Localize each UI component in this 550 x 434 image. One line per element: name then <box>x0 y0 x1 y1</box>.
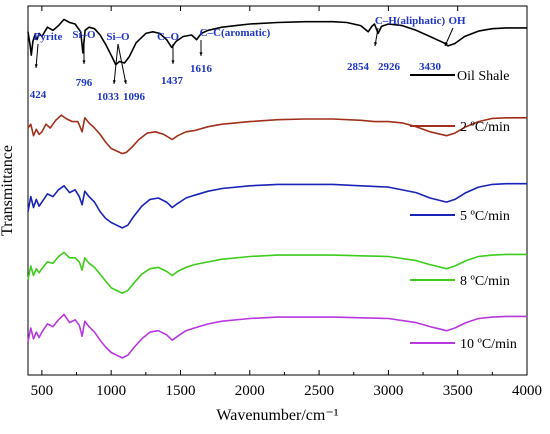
x-tick-label: 1000 <box>96 383 126 399</box>
x-tick-label: 3500 <box>443 383 473 399</box>
annotation-arrowhead <box>171 60 175 64</box>
legend-label: Oil Shale <box>457 69 510 84</box>
series-line <box>27 114 527 155</box>
peak-annotation: 3430 <box>419 61 442 73</box>
peak-annotation: 1616 <box>190 63 213 75</box>
peak-annotation: 796 <box>76 77 93 89</box>
peak-annotation: 424 <box>30 89 47 101</box>
x-axis-label: Wavenumber/cm⁻¹ <box>216 407 338 424</box>
annotation-arrowhead <box>374 42 378 46</box>
x-tick-label: 1500 <box>165 383 195 399</box>
peak-annotation: Pyrite <box>34 31 63 43</box>
annotation-arrow <box>35 43 39 69</box>
peak-annotation: OH <box>448 15 466 27</box>
annotation-arrowhead <box>112 80 116 84</box>
axis-layer: Wavenumber/cm⁻¹ Transmittance 500 1000 150… <box>0 6 542 424</box>
x-tick-label: 4000 <box>512 383 542 399</box>
peak-annotation: Si–O <box>72 29 96 41</box>
series-line <box>27 18 527 66</box>
legend-label: 8 ºC/min <box>460 274 510 289</box>
plot-frame <box>27 5 528 376</box>
series-layer <box>27 18 527 359</box>
annotation-arrowhead <box>445 42 448 46</box>
y-axis-label: Transmittance <box>0 145 16 236</box>
plot-border <box>27 5 528 376</box>
peak-annotation: 2854 <box>347 61 370 73</box>
peak-annotation: C–H(aliphatic) <box>375 15 446 27</box>
annotation-layer: Pyrite 424 Si–O 796 Si–O 1033 1096 C–O 1437 C–C(a… <box>30 15 466 103</box>
peak-annotation: 2926 <box>378 61 401 73</box>
legend-label: 10 ºC/min <box>460 337 517 352</box>
x-tick-label: 2500 <box>304 383 334 399</box>
annotation-arrowhead <box>34 64 38 68</box>
series-line <box>27 251 527 294</box>
peak-annotation: 1437 <box>161 75 184 87</box>
legend-label: 5 ºC/min <box>460 209 510 224</box>
x-tick-label: 500 <box>31 383 54 399</box>
legend-label: 2 ºC/min <box>460 120 510 135</box>
x-tick-label: 3000 <box>373 383 403 399</box>
annotation-arrowhead <box>123 80 127 84</box>
peak-annotation: C–O <box>157 31 179 43</box>
x-tick-label: 2000 <box>235 383 265 399</box>
series-line <box>27 313 527 359</box>
annotation-arrow <box>117 43 127 85</box>
peak-annotation: 1096 <box>123 91 146 103</box>
peak-annotation: Si–O <box>106 31 130 43</box>
peak-annotation: 1033 <box>97 91 120 103</box>
peak-annotation: C–C(aromatic) <box>200 27 271 39</box>
annotation-arrowhead <box>82 60 86 64</box>
annotation-arrow <box>113 43 119 85</box>
series-line <box>27 182 527 229</box>
legend-layer: Oil Shale 2 ºC/min 5 ºC/min 8 ºC/min 10 ºC/m… <box>410 69 517 352</box>
annotation-arrowhead <box>199 52 203 56</box>
